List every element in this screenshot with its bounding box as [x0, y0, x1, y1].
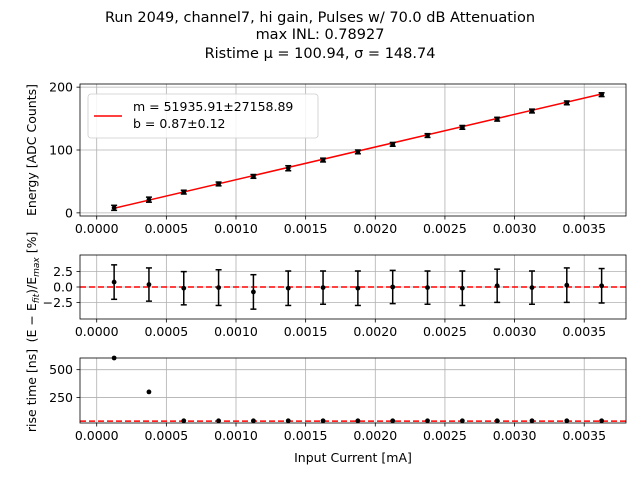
data-point	[251, 289, 256, 295]
data-point	[355, 285, 361, 291]
data-point	[320, 418, 326, 424]
y-tick-label: 0	[65, 205, 73, 220]
y-axis-label: Energy [ADC Counts]	[24, 84, 39, 216]
x-tick-label: 0.0010	[214, 324, 258, 339]
x-tick-label: 0.0020	[353, 428, 397, 443]
x-tick-label: 0.0035	[562, 221, 606, 236]
x-tick-label: 0.0000	[75, 221, 119, 236]
x-tick-label: 0.0005	[144, 324, 188, 339]
figure-title: Run 2049, channel7, hi gain, Pulses w/ 7…	[105, 10, 535, 62]
x-tick-label: 0.0000	[75, 324, 119, 339]
y-axis-label: (E − Efit)/Emax [%]	[24, 232, 42, 343]
x-tick-label: 0.0015	[284, 221, 328, 236]
data-point	[216, 418, 221, 424]
data-point	[355, 418, 361, 424]
y-axis-label-part: (E − E	[24, 303, 39, 342]
y-axis-label-part: )/E	[24, 277, 39, 294]
x-tick-label: 0.0010	[214, 428, 258, 443]
data-point	[494, 418, 500, 424]
x-tick-label: 0.0020	[353, 221, 397, 236]
legend-label: m = 51935.91±27158.89	[133, 99, 293, 114]
data-point	[181, 189, 187, 195]
y-axis-label-part: [%]	[24, 232, 39, 258]
y-tick-label: 2.5	[53, 264, 73, 279]
data-point	[111, 279, 117, 285]
data-point	[564, 418, 570, 424]
data-point	[425, 285, 430, 291]
data-point	[146, 282, 152, 287]
title-line-3: Ristime μ = 100.94, σ = 148.74	[205, 46, 436, 62]
x-tick-label: 0.0025	[423, 221, 467, 236]
data-point	[390, 284, 396, 290]
risetime-panel: 0.0000 0.0005 0.0010 0.0015 0.0020 0.0025 0.00…	[24, 349, 627, 443]
data-point	[494, 283, 500, 289]
x-tick-label: 0.0005	[144, 221, 188, 236]
data-point	[529, 285, 535, 291]
x-tick-label: 0.0005	[144, 428, 188, 443]
y-axis-label-part: fit	[32, 293, 42, 303]
data-point	[599, 92, 605, 98]
data-point	[529, 418, 535, 424]
x-tick-label: 0.0035	[562, 324, 606, 339]
x-tick-label: 0.0035	[562, 428, 606, 443]
data-point	[599, 283, 605, 289]
y-tick-label: 500	[49, 362, 73, 377]
x-tick-label: 0.0030	[493, 428, 537, 443]
y-tick-label: 200	[49, 80, 73, 95]
data-point	[459, 124, 465, 130]
x-tick-label: 0.0030	[493, 324, 537, 339]
y-tick-label: 0.0	[53, 280, 73, 295]
data-point	[564, 100, 570, 106]
x-axis-label: Input Current [mA]	[294, 450, 412, 465]
data-point	[146, 389, 152, 395]
energy-panel: 0.0000 0.0005 0.0010 0.0015 0.0020 0.0025 0.00…	[24, 80, 627, 236]
x-tick-label: 0.0000	[75, 428, 119, 443]
data-point	[425, 133, 430, 138]
data-point	[216, 285, 221, 291]
data-point	[355, 149, 361, 155]
x-tick-label: 0.0025	[423, 324, 467, 339]
data-point	[146, 197, 152, 203]
data-point	[251, 418, 256, 424]
data-point	[216, 181, 221, 187]
x-tick-label: 0.0030	[493, 221, 537, 236]
data-point	[320, 285, 326, 291]
y-tick-label: 250	[49, 390, 73, 405]
data-point	[251, 174, 256, 179]
y-axis-label: rise time [ns]	[24, 349, 39, 432]
data-point	[285, 285, 291, 291]
data-point	[459, 418, 465, 424]
data-point	[529, 108, 535, 114]
axes-frame	[79, 357, 627, 424]
x-tick-label: 0.0015	[284, 428, 328, 443]
legend-label: b = 0.87±0.12	[133, 116, 226, 131]
x-tick-label: 0.0010	[214, 221, 258, 236]
y-axis-label-part: max	[32, 257, 42, 277]
data-point	[599, 418, 605, 424]
data-point	[111, 205, 117, 211]
title-line-2: max INL: 0.78927	[256, 27, 385, 43]
data-point	[425, 418, 430, 424]
data-point	[285, 165, 291, 171]
residual-panel: 0.0000 0.0005 0.0010 0.0015 0.0020 0.0025 0.00…	[24, 232, 627, 343]
x-tick-label: 0.0015	[284, 324, 328, 339]
y-tick-label: 100	[49, 143, 73, 158]
x-tick-label: 0.0020	[353, 324, 397, 339]
data-point	[494, 116, 500, 122]
data-point	[181, 418, 187, 424]
data-point	[564, 282, 570, 288]
legend-box	[87, 93, 319, 139]
data-point	[390, 418, 396, 424]
title-line-1: Run 2049, channel7, hi gain, Pulses w/ 7…	[105, 10, 535, 26]
data-point	[285, 418, 291, 424]
data-point	[320, 157, 326, 163]
data-point	[459, 285, 465, 291]
y-tick-label: −2.5	[43, 295, 73, 310]
x-tick-label: 0.0025	[423, 428, 467, 443]
data-point	[181, 285, 187, 291]
data-point	[390, 141, 396, 147]
